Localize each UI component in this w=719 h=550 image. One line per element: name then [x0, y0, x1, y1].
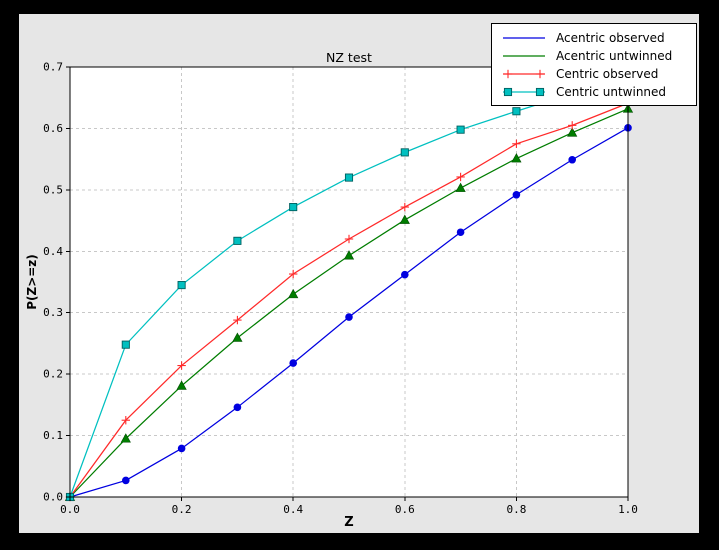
x-tick-label: 0.4: [283, 503, 303, 516]
data-point-marker: [289, 203, 298, 212]
data-point-marker: [401, 270, 409, 279]
data-point-marker: [343, 250, 355, 260]
data-point-marker: [400, 202, 409, 212]
legend-item: Centric observed: [501, 65, 690, 82]
data-point-marker: [233, 403, 242, 412]
data-point-marker: [512, 139, 521, 148]
data-point-marker: [344, 234, 354, 244]
data-point-marker: [535, 69, 545, 78]
data-point-marker: [568, 121, 577, 130]
legend-sample-line: [503, 54, 545, 57]
data-point-marker: [503, 87, 513, 96]
data-point-marker: [512, 190, 521, 199]
legend-label: Centric untwinned: [556, 84, 667, 99]
legend-sample-line: [503, 87, 545, 96]
data-point-marker: [233, 236, 242, 245]
data-point-marker: [568, 155, 576, 164]
data-point-marker: [121, 416, 130, 425]
data-point-marker: [535, 87, 545, 96]
data-point-marker: [400, 148, 409, 157]
y-axis-label: P(Z>=z): [25, 254, 39, 310]
legend-sample-line: [503, 69, 545, 78]
data-point-marker: [122, 476, 130, 485]
data-point-marker: [511, 153, 522, 163]
data-point-marker: [177, 281, 186, 290]
data-point-marker: [233, 315, 242, 325]
data-point-marker: [232, 332, 243, 342]
legend-item: Centric untwinned: [501, 83, 690, 100]
data-point-marker: [345, 313, 353, 321]
data-point-marker: [455, 182, 466, 192]
data-point-marker: [289, 359, 298, 367]
data-point-marker: [177, 361, 186, 370]
data-point-marker: [177, 444, 186, 453]
y-tick-label: 0.5: [43, 183, 63, 196]
legend-sample-line: [503, 36, 545, 39]
data-point-marker: [567, 127, 578, 137]
chart-title: NZ test: [326, 50, 372, 65]
data-point-marker: [456, 125, 465, 134]
data-point-marker: [120, 433, 131, 443]
data-point-marker: [456, 228, 465, 237]
data-point-marker: [121, 340, 130, 349]
axes-frame: [69, 66, 629, 498]
y-tick-label: 0.0: [43, 491, 63, 504]
x-axis-label: Z: [344, 515, 354, 530]
x-tick-label: 0.6: [395, 503, 415, 516]
legend-label: Acentric untwinned: [556, 48, 673, 63]
x-tick-label: 0.0: [60, 503, 80, 516]
data-point-marker: [399, 214, 410, 224]
legend-item: Acentric untwinned: [501, 47, 690, 64]
y-tick-label: 0.7: [43, 61, 63, 74]
plot-area: 0.0 0.1 0.2 0.3 0.4 0.5 0.6 0.7 0.0 0.2 0.4 0.6 0.8 1…: [43, 61, 638, 517]
x-tick-label: 0.2: [172, 503, 192, 516]
legend-label: Centric observed: [556, 66, 659, 81]
y-tick-label: 0.4: [43, 245, 63, 258]
figure-canvas: 0.0 0.1 0.2 0.3 0.4 0.5 0.6 0.7 0.0 0.2 0.4 0.6 0.8 1…: [19, 14, 699, 533]
data-point-marker: [456, 172, 465, 182]
y-tick-label: 0.2: [43, 368, 63, 381]
y-tick-label: 0.3: [43, 306, 63, 319]
x-tick-label: 0.8: [506, 503, 526, 516]
data-point-marker: [503, 69, 513, 78]
data-point-marker: [289, 269, 298, 279]
legend-item: Acentric observed: [501, 29, 690, 46]
legend: Acentric observed Acentric untwinned Centr…: [491, 23, 697, 106]
data-point-marker: [288, 288, 299, 299]
x-tick-label: 1.0: [618, 503, 638, 516]
legend-label: Acentric observed: [556, 30, 665, 45]
data-point-marker: [512, 107, 521, 116]
data-point-marker: [176, 380, 187, 390]
y-tick-label: 0.1: [43, 429, 63, 442]
plot-background: [70, 67, 628, 497]
data-point-marker: [344, 173, 354, 182]
y-tick-label: 0.6: [43, 122, 63, 135]
